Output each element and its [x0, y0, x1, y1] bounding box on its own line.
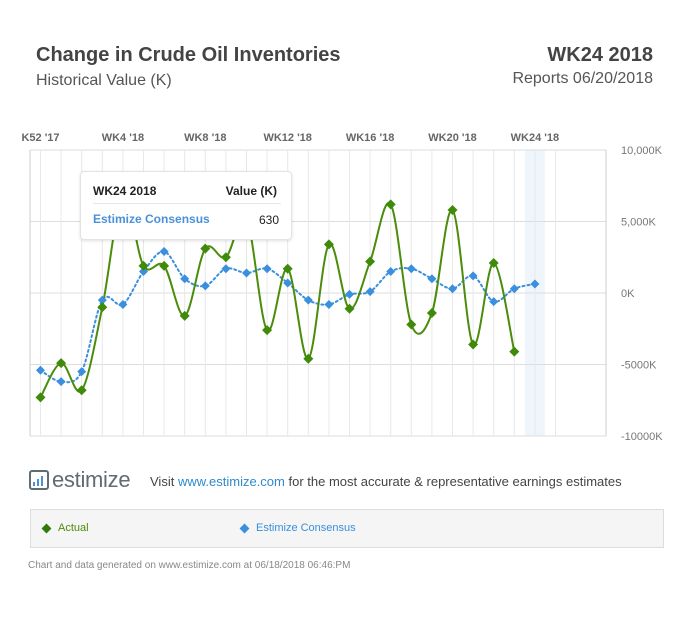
chart-title: Change in Crude Oil Inventories [36, 44, 341, 66]
y-tick-label: 0K [621, 288, 635, 300]
consensus-point [345, 289, 354, 299]
actual-point [179, 310, 190, 321]
consensus-point [97, 295, 107, 305]
line-chart: K52 '17 WK4 '18 WK8 '18 WK12 '18 WK16 '18 WK2… [21, 132, 663, 443]
legend-item-consensus[interactable]: Estimize Consensus [239, 522, 356, 534]
consensus-point [324, 299, 334, 309]
diamond-icon [41, 523, 52, 533]
logo-text: estimize [52, 467, 131, 492]
logo-bar-chart-icon [29, 470, 49, 490]
consensus-point [159, 247, 169, 257]
x-tick-label: WK4 '18 [102, 132, 144, 144]
tooltip-value-header: Value (K) [225, 184, 277, 198]
x-tick-label: K52 '17 [21, 132, 59, 144]
chart-subtitle: Historical Value (K) [36, 72, 172, 89]
legend-item-actual[interactable]: Actual [41, 522, 89, 534]
y-tick-label: 5,000K [621, 217, 657, 229]
legend-actual-label: Actual [58, 522, 89, 534]
diamond-icon [239, 523, 250, 533]
actual-point [323, 239, 334, 250]
consensus-point [509, 284, 519, 294]
reports-date: Reports 06/20/2018 [512, 70, 653, 87]
consensus-point [303, 295, 313, 305]
consensus-point [427, 274, 437, 284]
legend-consensus-label: Estimize Consensus [256, 522, 356, 534]
consensus-point [36, 365, 45, 375]
estimize-logo[interactable]: estimize [29, 467, 131, 492]
actual-point [138, 260, 149, 271]
consensus-point [180, 274, 190, 284]
actual-point [76, 385, 87, 396]
actual-point [97, 302, 108, 313]
x-tick-label: WK8 '18 [184, 132, 226, 144]
y-tick-label: -5000K [621, 360, 657, 372]
estimize-link[interactable]: www.estimize.com [177, 474, 285, 489]
tooltip-divider [93, 203, 281, 204]
actual-point [365, 256, 376, 267]
week-label: WK24 2018 [547, 44, 653, 66]
actual-point [56, 358, 67, 369]
consensus-point [77, 367, 87, 377]
consensus-point [489, 297, 499, 307]
actual-point [220, 252, 231, 263]
actual-point [447, 205, 458, 216]
actual-point [303, 353, 314, 364]
actual-point [509, 346, 520, 357]
consensus-point [406, 264, 416, 274]
x-tick-label: WK16 '18 [346, 132, 394, 144]
actual-point [159, 260, 170, 271]
consensus-point [262, 264, 272, 274]
x-tick-label: WK12 '18 [263, 132, 311, 144]
actual-point [35, 392, 46, 403]
visit-prefix: Visit [150, 474, 175, 489]
consensus-point [365, 287, 375, 297]
actual-point [200, 243, 211, 254]
consensus-point [283, 278, 293, 288]
chart-legend: Actual Estimize Consensus [30, 509, 664, 548]
consensus-point [468, 271, 478, 281]
actual-point [406, 319, 417, 330]
consensus-point [200, 281, 210, 291]
visit-text: Visit www.estimize.com for the most accu… [150, 474, 622, 489]
consensus-point [242, 268, 251, 278]
actual-point [488, 257, 499, 268]
actual-point [282, 263, 293, 274]
consensus-point [386, 267, 396, 277]
visit-suffix: for the most accurate & representative e… [288, 474, 622, 489]
actual-point [468, 339, 479, 350]
consensus-point [530, 279, 540, 289]
consensus-point [118, 299, 128, 309]
y-tick-label: -10000K [621, 431, 663, 443]
tooltip-week: WK24 2018 [93, 184, 157, 198]
footer-note: Chart and data generated on www.estimize… [28, 560, 351, 571]
consensus-point [221, 264, 231, 274]
actual-point [344, 303, 355, 314]
chart-tooltip: WK24 2018 Value (K) Estimize Consensus 6… [80, 171, 292, 240]
consensus-point [448, 284, 457, 294]
actual-point [262, 325, 273, 336]
actual-point [426, 308, 437, 319]
y-tick-label: 10,000K [621, 145, 663, 157]
x-tick-label: WK20 '18 [428, 132, 476, 144]
consensus-point [139, 267, 148, 277]
tooltip-series-name: Estimize Consensus [93, 212, 210, 226]
consensus-point [56, 377, 66, 387]
actual-point [385, 199, 396, 210]
x-tick-label: WK24 '18 [511, 132, 559, 144]
tooltip-value: 630 [258, 213, 279, 227]
